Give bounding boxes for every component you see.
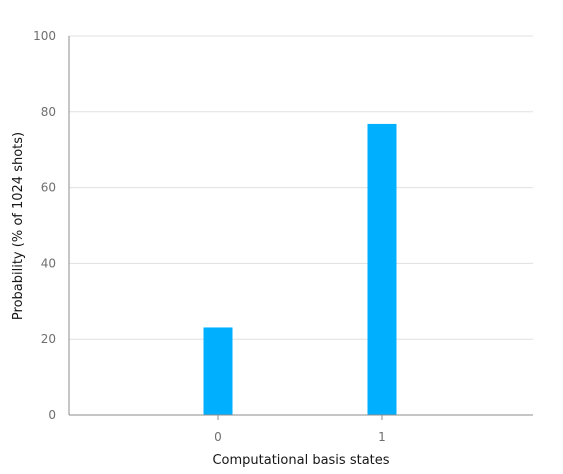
x-tick-label: 1 <box>378 430 386 444</box>
y-tick-label: 80 <box>41 105 56 119</box>
gridlines <box>69 35 533 340</box>
y-tick-labels: 0 20 40 60 80 100 <box>33 29 56 422</box>
x-tick-label: 0 <box>214 430 222 444</box>
x-axis-title: Computational basis states <box>212 453 389 468</box>
bar-1 <box>367 123 397 415</box>
y-axis-title: Probability (% of 1024 shots) <box>11 132 26 320</box>
y-tick-label: 60 <box>41 181 56 195</box>
y-tick-label: 0 <box>48 408 56 422</box>
y-tick-label: 40 <box>41 256 56 270</box>
bars <box>203 123 397 415</box>
y-tick-label: 100 <box>33 29 56 43</box>
y-tick-label: 20 <box>41 332 56 346</box>
bar-0 <box>203 327 233 415</box>
